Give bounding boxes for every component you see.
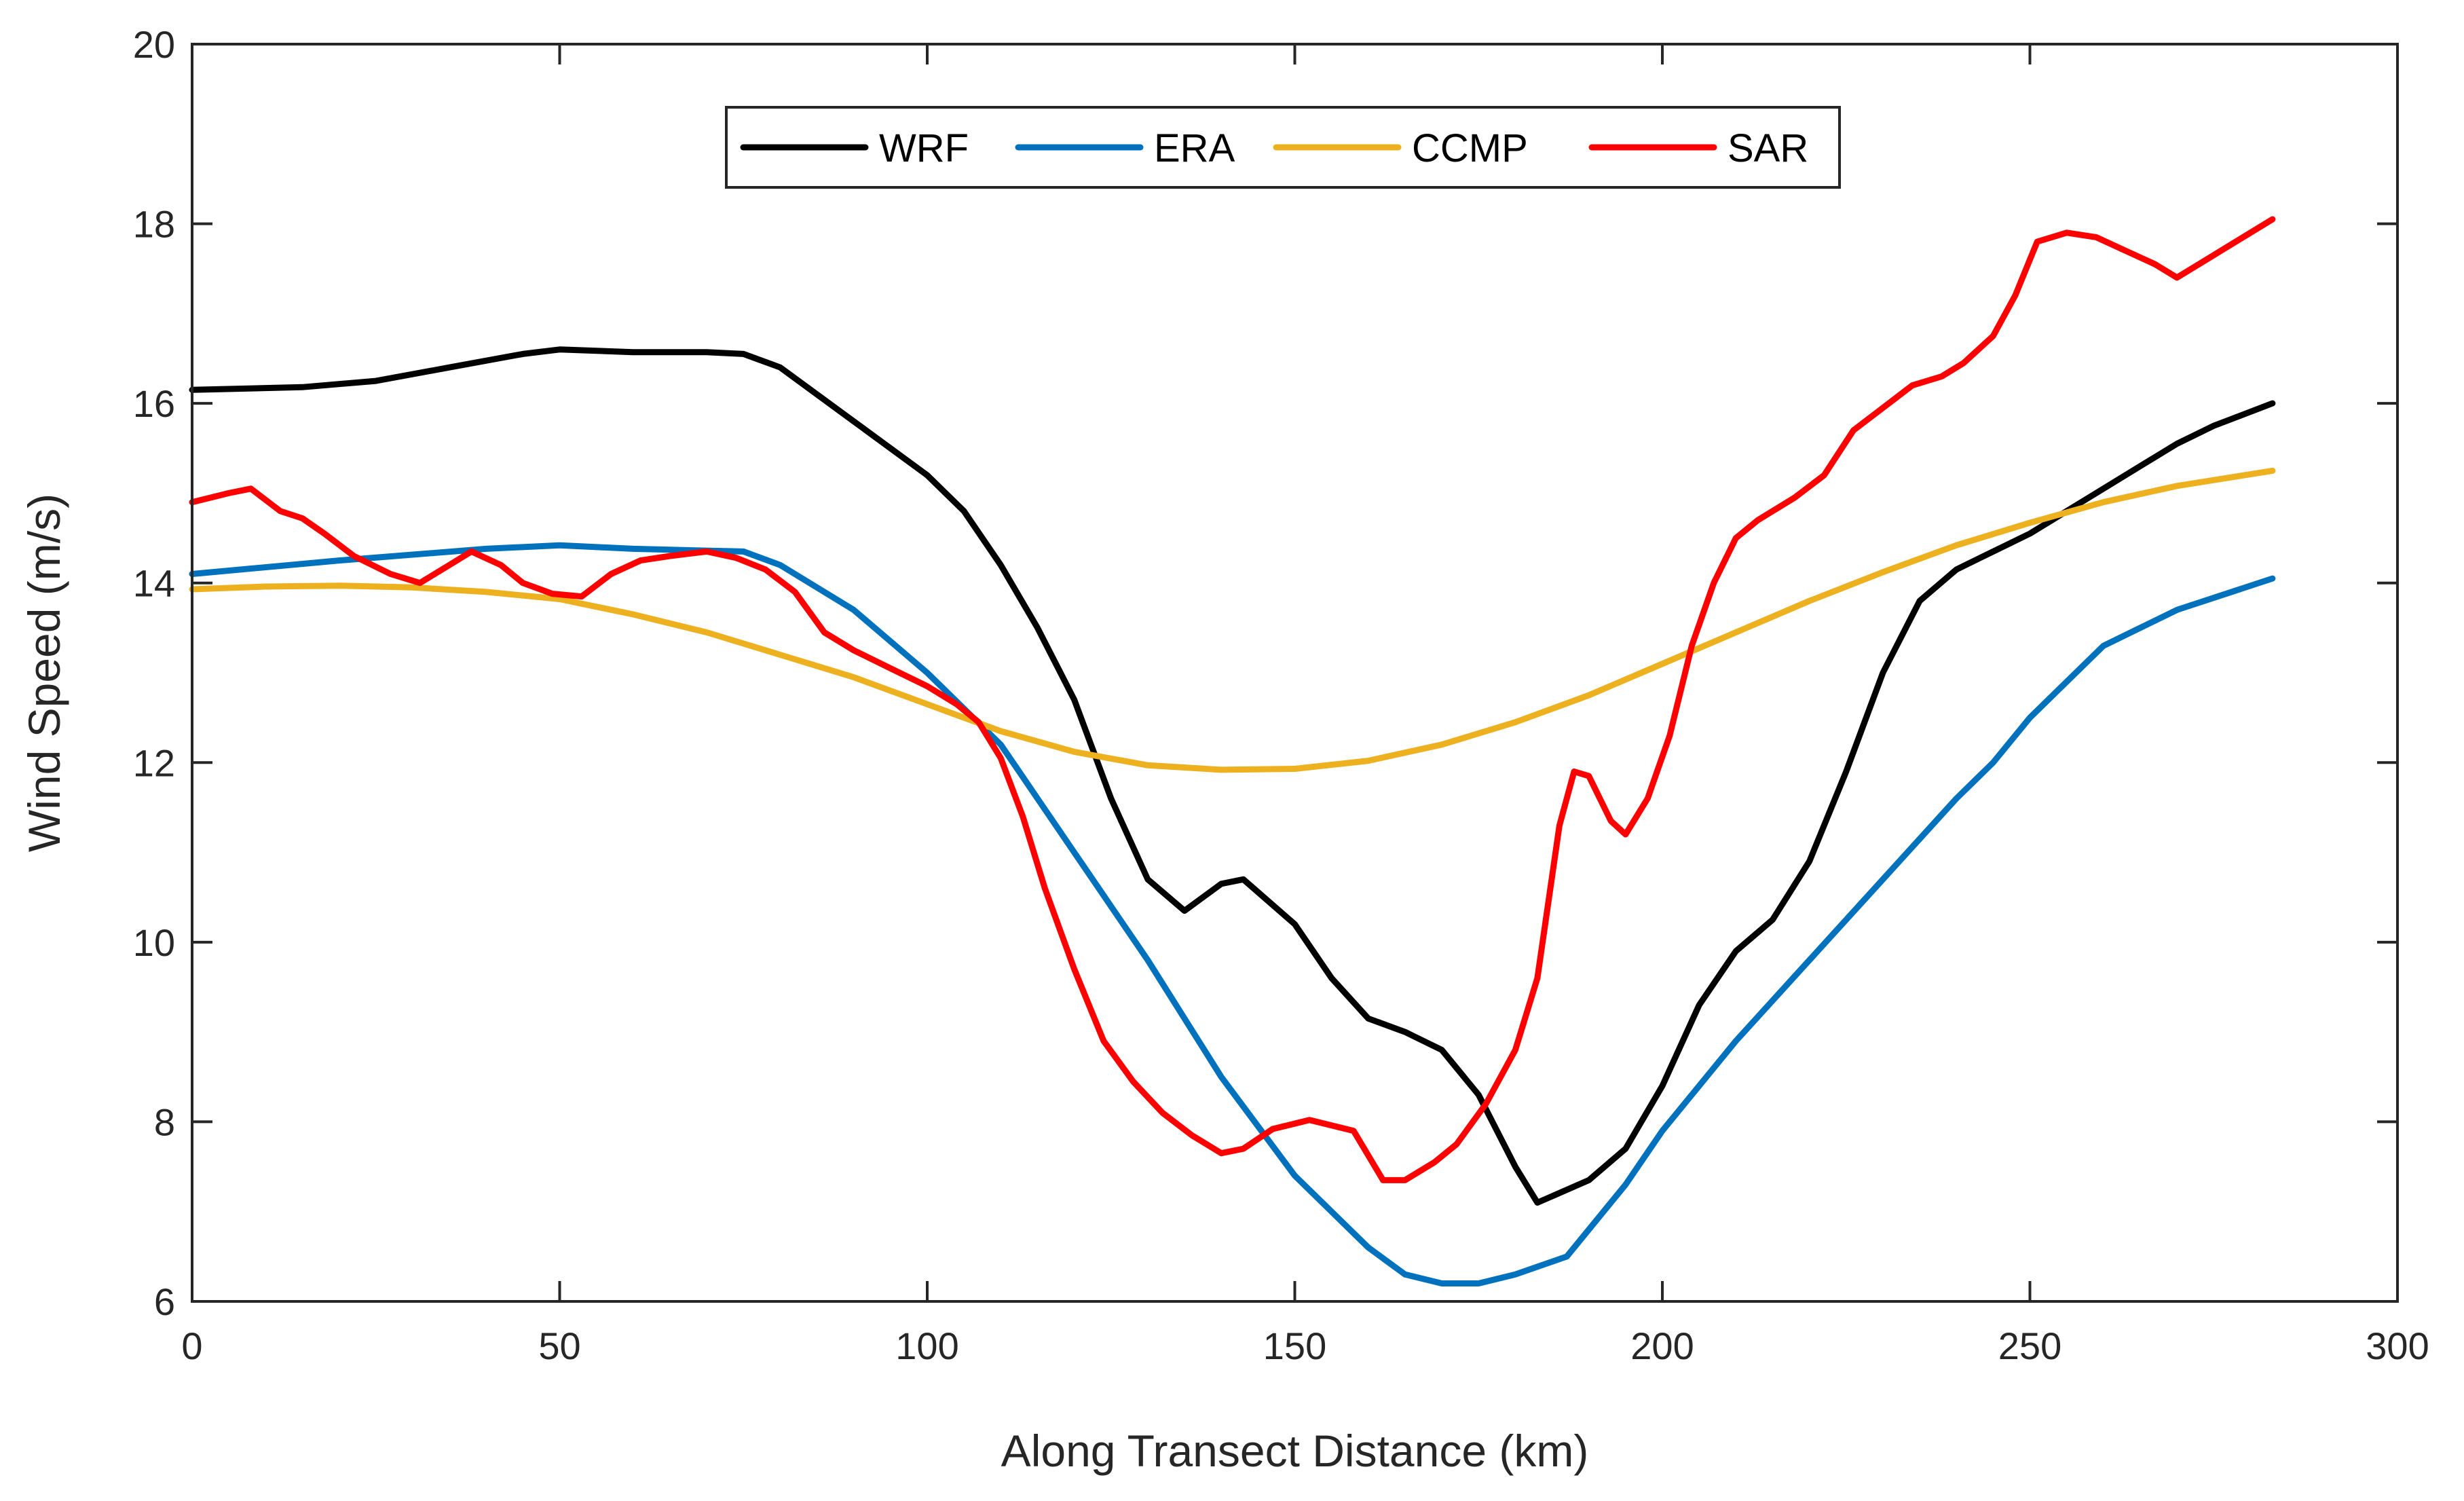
series-line-era — [189, 542, 2276, 1286]
legend-label: SAR — [1728, 126, 1808, 170]
y-tick-label: 8 — [154, 1100, 175, 1143]
y-tick-label: 10 — [133, 921, 175, 964]
x-tick-label: 50 — [538, 1324, 580, 1367]
x-tick-label: 200 — [1630, 1324, 1694, 1367]
legend[interactable]: WRF ERA CCMP SAR — [725, 106, 1841, 189]
legend-label: ERA — [1154, 126, 1235, 170]
y-tick-label: 14 — [133, 562, 175, 605]
x-tick-label: 150 — [1263, 1324, 1326, 1367]
x-tick-label: 300 — [2366, 1324, 2429, 1367]
legend-item-sar[interactable]: SAR — [1588, 126, 1808, 170]
y-tick-label: 18 — [133, 203, 175, 246]
legend-item-era[interactable]: ERA — [1015, 126, 1235, 170]
series-line-wrf — [189, 346, 2276, 1206]
legend-item-wrf[interactable]: WRF — [740, 126, 969, 170]
legend-label: CCMP — [1412, 126, 1528, 170]
legend-items: WRF ERA CCMP SAR — [740, 126, 1808, 170]
series-layer — [189, 216, 2276, 1286]
y-tick-label: 12 — [133, 741, 175, 784]
x-axis-title: Along Transect Distance (km) — [1001, 1426, 1589, 1476]
legend-item-ccmp[interactable]: CCMP — [1273, 126, 1528, 170]
x-tick-label: 0 — [181, 1324, 202, 1367]
x-tick-label: 250 — [1998, 1324, 2061, 1367]
x-tick-label: 100 — [895, 1324, 958, 1367]
y-tick-label: 20 — [133, 23, 175, 66]
y-axis-title: Wind Speed (m/s) — [19, 494, 69, 852]
y-tick-label: 16 — [133, 382, 175, 425]
axis-ticks: 0 50 100 150 200 250 300 6 8 10 12 14 16 18 20 — [133, 23, 2429, 1367]
series-line-sar — [189, 216, 2276, 1183]
y-tick-label: 6 — [154, 1280, 175, 1323]
legend-label: WRF — [879, 126, 969, 170]
series-line-ccmp — [189, 467, 2276, 773]
